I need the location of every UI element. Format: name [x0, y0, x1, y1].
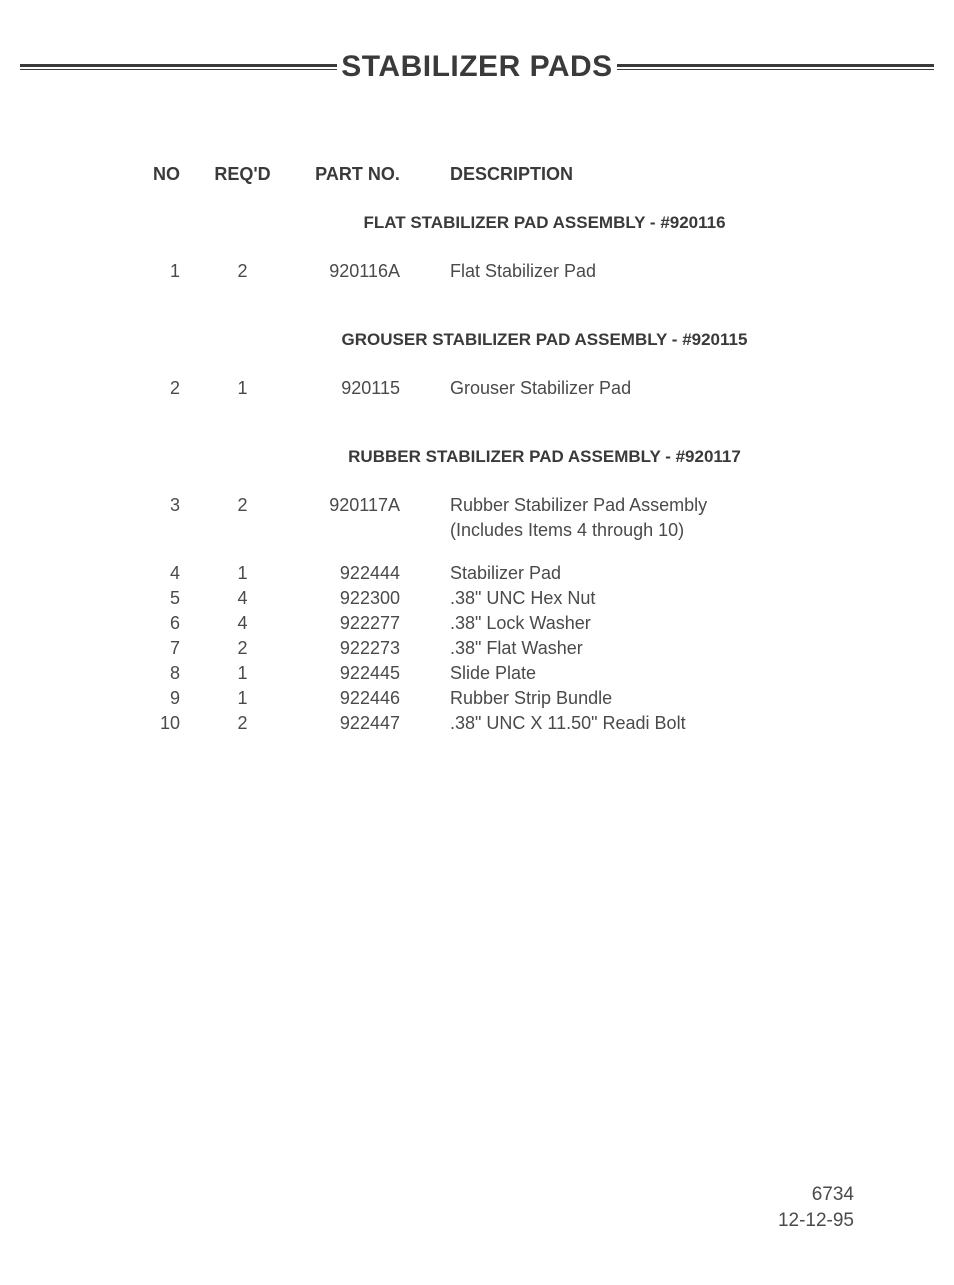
cell-no: 2	[130, 378, 200, 399]
cell-no: 1	[130, 261, 200, 282]
header-partno: PART NO.	[285, 164, 430, 185]
table-row: 1 2 920116A Flat Stabilizer Pad	[130, 261, 824, 282]
cell-partno: 922277	[285, 613, 430, 634]
cell-reqd: 4	[200, 588, 285, 609]
content-area: NO REQ'D PART NO. DESCRIPTION FLAT STABI…	[0, 84, 954, 734]
page-title: STABILIZER PADS	[337, 50, 616, 84]
footer-code: 6734	[778, 1182, 854, 1209]
cell-no: 7	[130, 638, 200, 659]
cell-partno: 920116A	[285, 261, 430, 282]
cell-reqd: 2	[200, 495, 285, 516]
cell-no: 9	[130, 688, 200, 709]
cell-reqd: 2	[200, 713, 285, 734]
cell-partno: 920115	[285, 378, 430, 399]
cell-description: .38" Lock Washer	[430, 613, 824, 634]
cell-reqd: 2	[200, 638, 285, 659]
title-bar: STABILIZER PADS	[0, 50, 954, 84]
cell-description: Rubber Stabilizer Pad Assembly	[430, 495, 824, 516]
table-row: 9 1 922446 Rubber Strip Bundle	[130, 688, 824, 709]
cell-no: 10	[130, 713, 200, 734]
table-row: 8 1 922445 Slide Plate	[130, 663, 824, 684]
section-header: RUBBER STABILIZER PAD ASSEMBLY - #920117	[130, 447, 824, 467]
cell-description: Rubber Strip Bundle	[430, 688, 824, 709]
cell-partno: 922273	[285, 638, 430, 659]
page-footer: 6734 12-12-95	[778, 1182, 854, 1235]
cell-partno: 922445	[285, 663, 430, 684]
table-row: 6 4 922277 .38" Lock Washer	[130, 613, 824, 634]
cell-reqd: 2	[200, 261, 285, 282]
cell-sub-description: (Includes Items 4 through 10)	[130, 520, 824, 541]
header-reqd: REQ'D	[200, 164, 285, 185]
section-header: FLAT STABILIZER PAD ASSEMBLY - #920116	[130, 213, 824, 233]
table-row: 3 2 920117A Rubber Stabilizer Pad Assemb…	[130, 495, 824, 516]
cell-description: Grouser Stabilizer Pad	[430, 378, 824, 399]
table-row: 7 2 922273 .38" Flat Washer	[130, 638, 824, 659]
cell-reqd: 1	[200, 563, 285, 584]
cell-no: 4	[130, 563, 200, 584]
cell-description: Flat Stabilizer Pad	[430, 261, 824, 282]
cell-partno: 922300	[285, 588, 430, 609]
cell-no: 5	[130, 588, 200, 609]
cell-description: .38" UNC X 11.50" Readi Bolt	[430, 713, 824, 734]
cell-no: 6	[130, 613, 200, 634]
title-rule-right	[617, 64, 934, 70]
cell-description: Stabilizer Pad	[430, 563, 824, 584]
cell-description: .38" UNC Hex Nut	[430, 588, 824, 609]
cell-description: .38" Flat Washer	[430, 638, 824, 659]
cell-reqd: 1	[200, 378, 285, 399]
cell-partno: 922446	[285, 688, 430, 709]
cell-reqd: 4	[200, 613, 285, 634]
table-row: 2 1 920115 Grouser Stabilizer Pad	[130, 378, 824, 399]
cell-partno: 922444	[285, 563, 430, 584]
cell-reqd: 1	[200, 688, 285, 709]
cell-description: Slide Plate	[430, 663, 824, 684]
table-row: 10 2 922447 .38" UNC X 11.50" Readi Bolt	[130, 713, 824, 734]
title-rule-left	[20, 64, 337, 70]
cell-reqd: 1	[200, 663, 285, 684]
header-no: NO	[130, 164, 200, 185]
section-header: GROUSER STABILIZER PAD ASSEMBLY - #92011…	[130, 330, 824, 350]
cell-partno: 922447	[285, 713, 430, 734]
header-description: DESCRIPTION	[430, 164, 824, 185]
footer-date: 12-12-95	[778, 1208, 854, 1235]
cell-partno: 920117A	[285, 495, 430, 516]
table-header-row: NO REQ'D PART NO. DESCRIPTION	[130, 164, 824, 185]
cell-no: 8	[130, 663, 200, 684]
cell-no: 3	[130, 495, 200, 516]
table-row: 4 1 922444 Stabilizer Pad	[130, 563, 824, 584]
table-row: 5 4 922300 .38" UNC Hex Nut	[130, 588, 824, 609]
